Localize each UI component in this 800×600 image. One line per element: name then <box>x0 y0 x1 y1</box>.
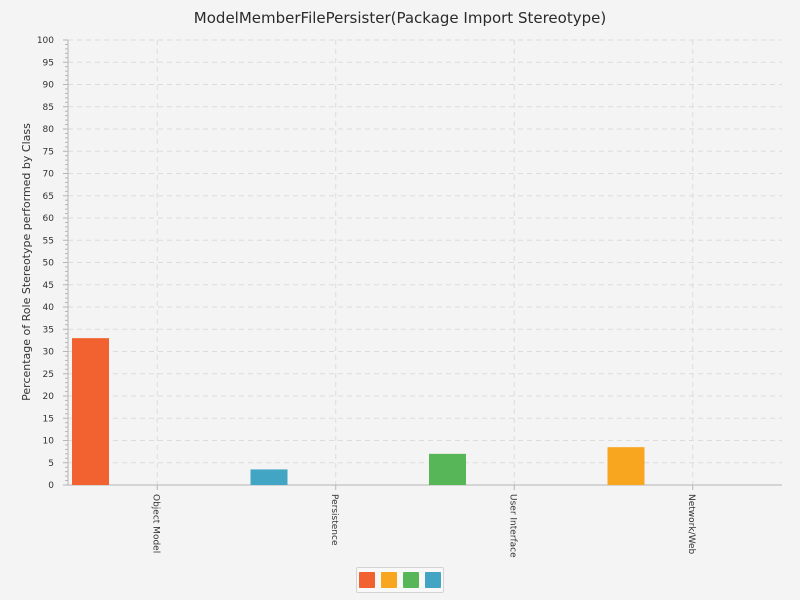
y-tick-label: 85 <box>43 103 54 113</box>
legend <box>356 567 444 593</box>
y-tick-label: 15 <box>43 414 54 424</box>
y-tick-label: 25 <box>43 370 54 380</box>
y-tick-label: 5 <box>48 459 54 469</box>
y-tick-label: 0 <box>48 481 54 491</box>
chart-title: ModelMemberFilePersister(Package Import … <box>194 9 606 27</box>
legend-swatch <box>359 572 375 588</box>
y-tick-label: 70 <box>43 170 55 180</box>
legend-swatch <box>425 572 441 588</box>
y-tick-label: 20 <box>43 392 55 402</box>
bar <box>250 469 288 485</box>
bar <box>607 447 645 485</box>
y-tick-label: 30 <box>43 348 55 358</box>
y-tick-label: 10 <box>43 437 55 447</box>
y-tick-label: 65 <box>43 192 54 202</box>
y-tick-label: 40 <box>43 303 55 313</box>
x-category-label: Persistence <box>329 494 339 546</box>
legend-swatch <box>403 572 419 588</box>
y-tick-label: 100 <box>37 36 54 46</box>
grid-layer <box>68 39 782 485</box>
y-tick-label: 35 <box>43 325 54 335</box>
y-axis-label: Percentage of Role Stereotype performed … <box>20 123 33 401</box>
x-category-label: Network/Web <box>686 494 696 555</box>
y-tick-label: 95 <box>43 58 54 68</box>
y-tick-label: 60 <box>43 214 55 224</box>
y-tick-label: 50 <box>43 259 55 269</box>
legend-swatch <box>381 572 397 588</box>
y-tick-label: 75 <box>43 147 54 157</box>
bar <box>429 453 466 485</box>
bar-layer <box>72 338 645 485</box>
y-tick-label: 45 <box>43 281 54 291</box>
bar <box>72 338 109 485</box>
y-tick-label: 80 <box>43 125 55 135</box>
axis-layer: 0 5 10 15 20 25 30 35 40 45 50 55 60 65 70 75 80 85 90 95 10… <box>37 36 782 558</box>
y-tick-label: 90 <box>43 81 55 91</box>
y-tick-label: 55 <box>43 236 54 246</box>
x-category-label: Object Model <box>150 494 160 553</box>
x-category-label: User Interface <box>507 494 517 558</box>
